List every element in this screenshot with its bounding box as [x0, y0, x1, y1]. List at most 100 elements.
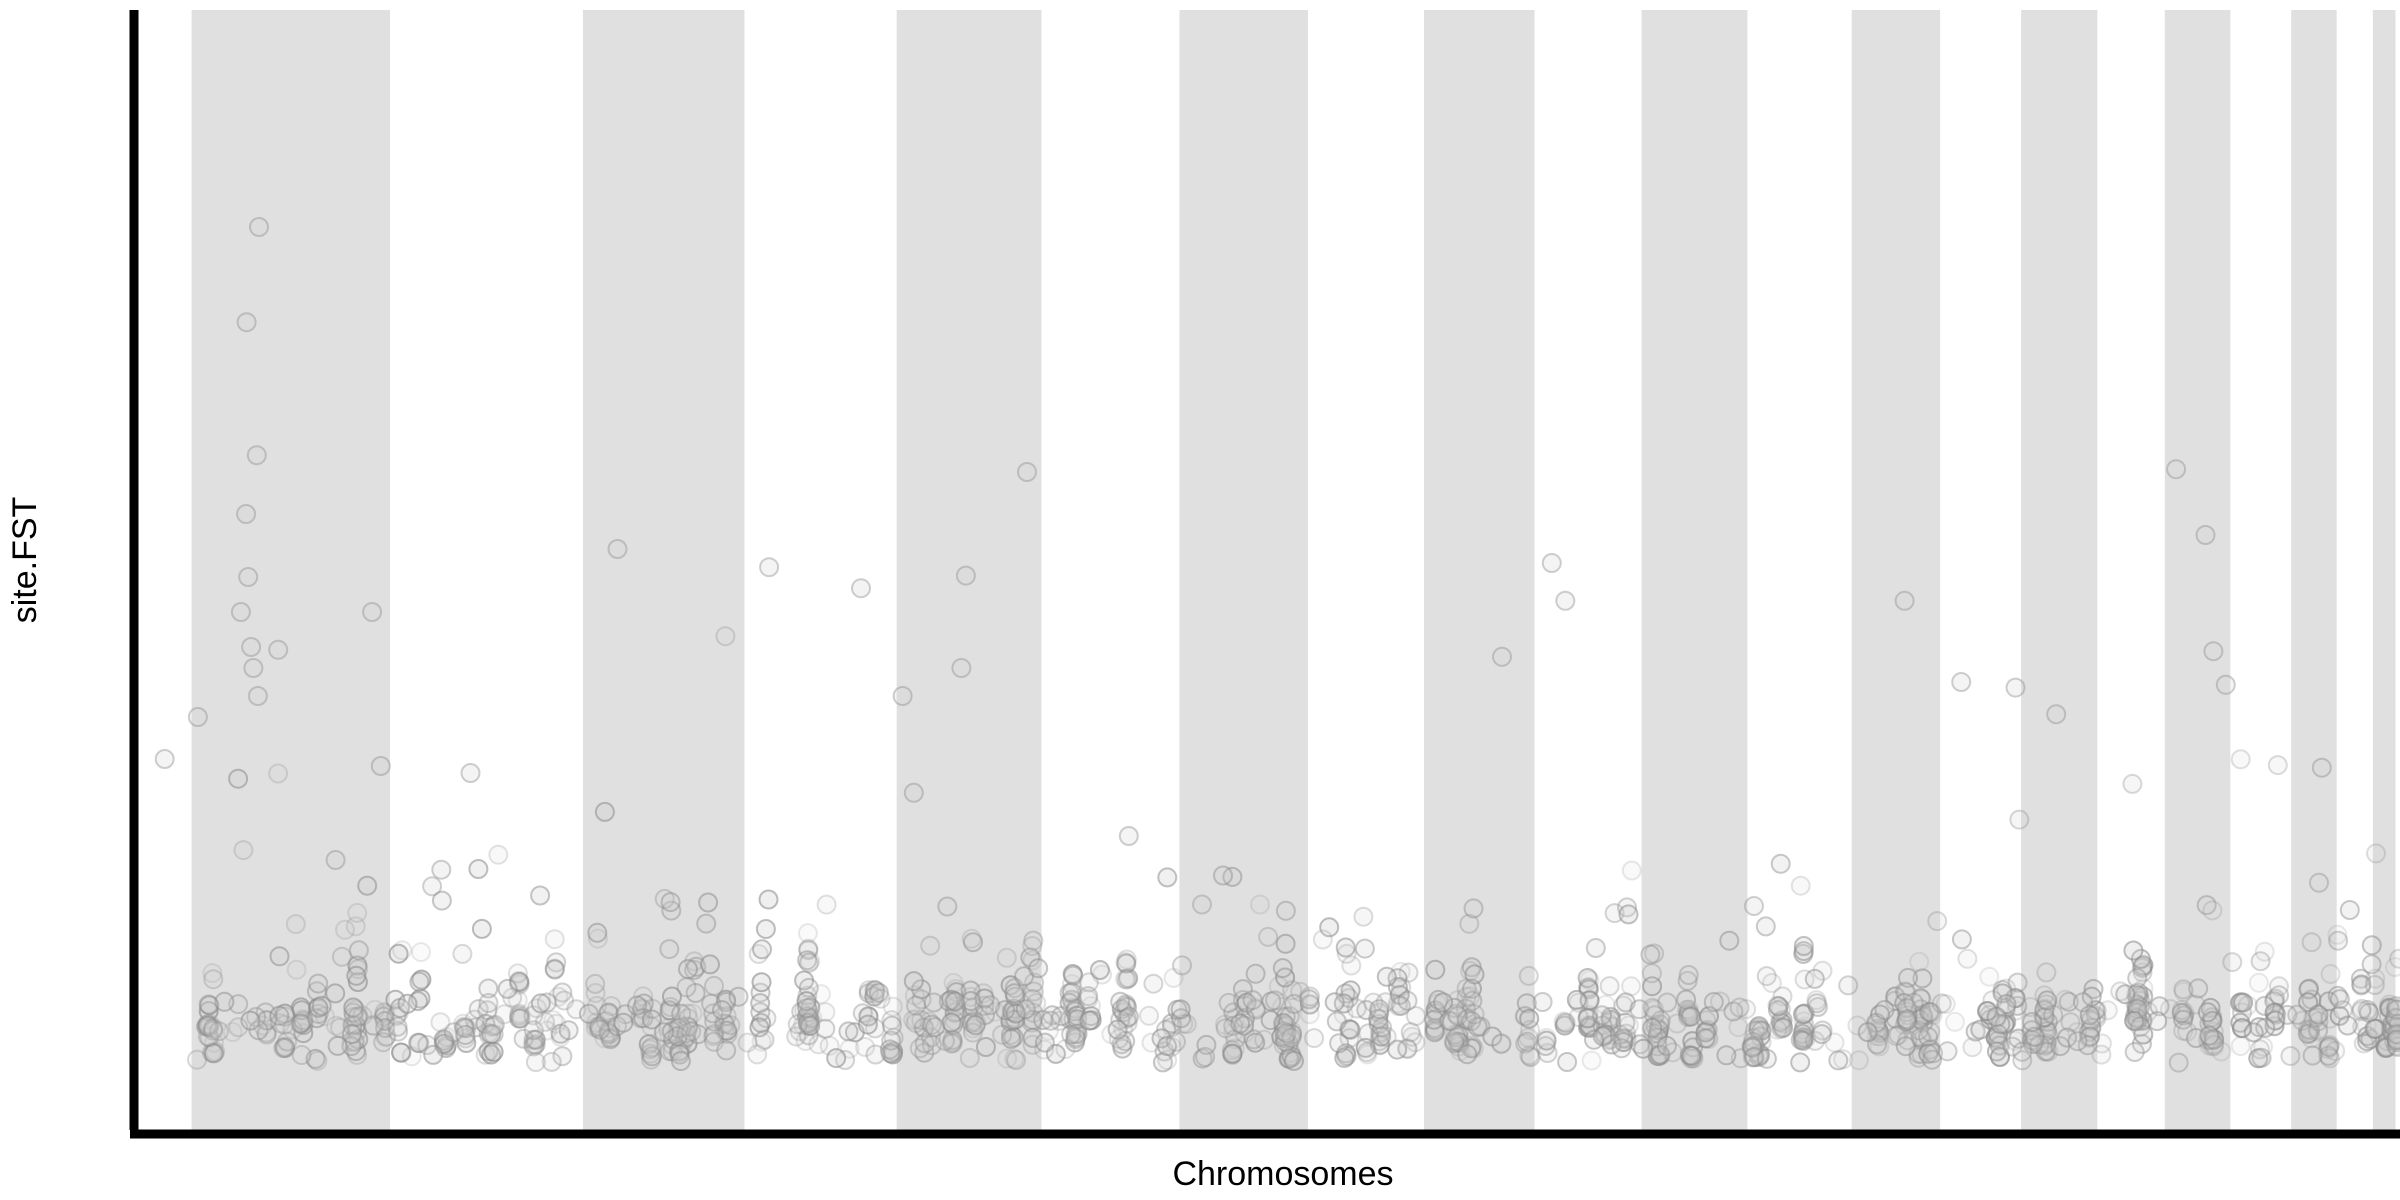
scatter-point [717, 1020, 738, 1041]
scatter-point [270, 1013, 291, 1034]
scatter-point [197, 1015, 218, 1036]
scatter-point [659, 939, 680, 960]
scatter-point [914, 1042, 935, 1063]
scatter-point [422, 876, 443, 897]
scatter-point [698, 892, 719, 913]
scatter-point [222, 1022, 243, 1042]
scatter-point [965, 1015, 986, 1036]
scatter-point [1618, 1015, 1639, 1036]
scatter-point [1334, 1047, 1355, 1068]
scatter-point-outlier [951, 658, 972, 678]
scatter-point [1077, 989, 1098, 1010]
scatter-point [882, 996, 903, 1017]
scatter-point [756, 1008, 777, 1029]
scatter-point [1568, 1007, 1589, 1027]
scatter-point [1903, 992, 1924, 1013]
scatter-point [1196, 1034, 1217, 1055]
scatter-point [1931, 993, 1952, 1014]
scatter-point [325, 850, 346, 870]
scatter-point [598, 1022, 619, 1043]
scatter-point [2160, 999, 2180, 1019]
scatter-point [881, 1030, 902, 1051]
scatter-point [2318, 991, 2339, 1012]
scatter-point-outlier [246, 445, 267, 466]
scatter-point [2386, 999, 2400, 1020]
x-axis-title: Chromosomes [1172, 1155, 1393, 1193]
scatter-point-outlier [1492, 646, 1512, 667]
scatter-point [275, 1038, 296, 1058]
scatter-point [2232, 1018, 2253, 1038]
scatter-point [642, 998, 663, 1019]
scatter-point [662, 986, 682, 1007]
scatter-point [327, 1035, 348, 1056]
scatter-point [1838, 975, 1859, 996]
scatter-point [1657, 992, 1678, 1013]
scatter-point [1618, 904, 1639, 925]
scatter-point [1170, 999, 1191, 1020]
scatter-point [357, 875, 378, 896]
scatter-point [1937, 1041, 1958, 1062]
chromosome-band [1423, 10, 1535, 1130]
scatter-point [1358, 1023, 1379, 1044]
scatter-point [1767, 1019, 1788, 1040]
scatter-point [1020, 947, 1041, 968]
scatter-point [2361, 954, 2382, 975]
scatter-point [1520, 1019, 1541, 1040]
scatter-point [671, 1003, 692, 1024]
scatter-point [2264, 1002, 2285, 1023]
scatter-point [587, 928, 608, 949]
scatter-point [855, 1037, 876, 1057]
scatter-point [992, 1024, 1013, 1045]
scatter-point [2127, 968, 2148, 989]
scatter-point [2132, 956, 2153, 977]
scatter-point [1139, 1005, 1159, 1026]
scatter-point [1945, 1011, 1965, 1032]
scatter-point [1516, 993, 1537, 1014]
scatter-point [911, 979, 932, 1000]
scatter-point [2127, 999, 2148, 1020]
scatter-point [2199, 1025, 2220, 1046]
scatter-point [478, 993, 499, 1013]
scatter-point [1792, 1024, 1813, 1045]
scatter-point [409, 971, 430, 992]
scatter-point [749, 1017, 770, 1038]
scatter-point [2277, 1004, 2298, 1025]
scatter-point [1116, 969, 1137, 990]
scatter-point [2073, 992, 2093, 1013]
scatter-point [1796, 1027, 1816, 1048]
scatter-point [1005, 1003, 1026, 1024]
scatter-point [275, 1006, 296, 1027]
scatter-point [1908, 1020, 1929, 1041]
scatter-point [1744, 1047, 1765, 1067]
scatter-point [552, 1046, 573, 1067]
scatter-point [2067, 1031, 2088, 1052]
scatter-point [641, 1049, 661, 1070]
scatter-point [913, 1017, 934, 1038]
scatter-point [2083, 979, 2104, 999]
scatter-point [1329, 1033, 1350, 1054]
scatter-point [523, 1020, 544, 1041]
scatter-point [642, 1046, 662, 1067]
scatter-point [362, 1015, 383, 1036]
scatter-point [2085, 1005, 2106, 1026]
scatter-point [2308, 1011, 2329, 1032]
scatter-point [704, 975, 724, 996]
scatter-point [1376, 1026, 1397, 1047]
scatter-point-outlier [759, 557, 780, 578]
scatter-point [1353, 906, 1374, 927]
y-axis-title: site.FST [6, 497, 44, 624]
scatter-point-outlier [1017, 462, 1037, 482]
scatter-point [1042, 1005, 1063, 1026]
scatter-point [1326, 1011, 1347, 1032]
scatter-point [1304, 1028, 1325, 1049]
scatter-point [997, 1048, 1018, 1069]
scatter-point [2196, 895, 2217, 916]
scatter-point [408, 1033, 429, 1053]
scatter-point [985, 1001, 1005, 1022]
scatter-point [1397, 1038, 1418, 1059]
scatter-point [587, 922, 608, 943]
scatter-point [455, 1028, 476, 1049]
scatter-point [1281, 1027, 1302, 1048]
scatter-point [443, 1022, 464, 1043]
scatter-point [1806, 993, 1827, 1014]
